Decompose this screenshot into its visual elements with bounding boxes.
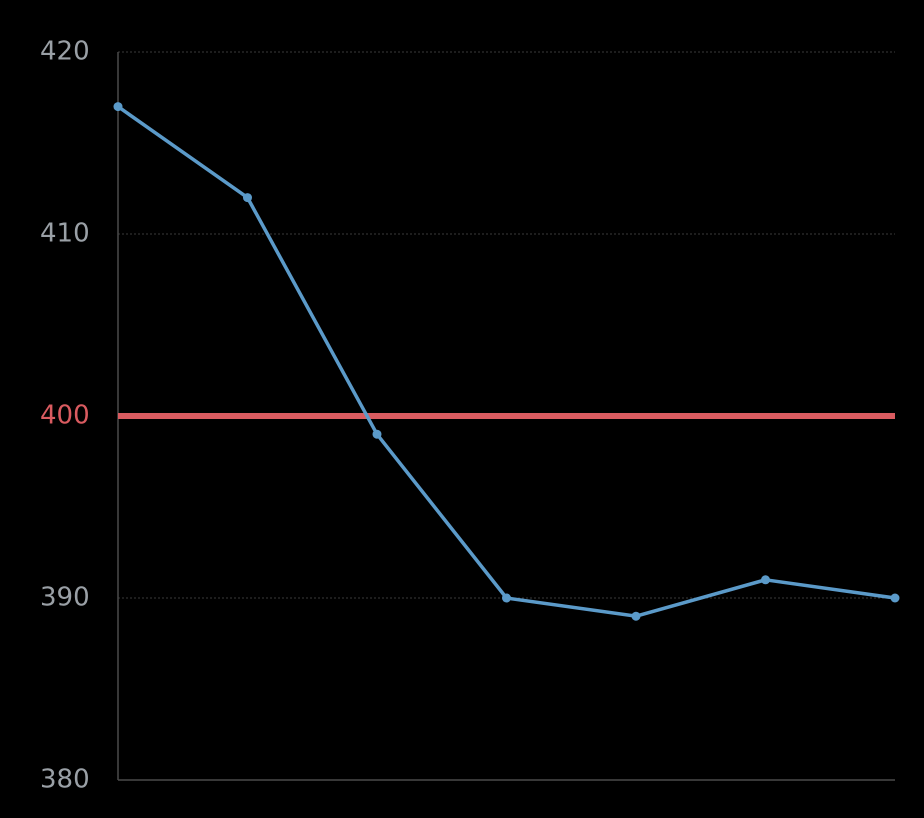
tick-label-layer: 380 390 410 420 400 (40, 37, 90, 795)
series-line-0 (116, 104, 897, 618)
grid-layer (118, 51, 895, 599)
data-point-0-5 (761, 575, 770, 585)
y-tick-label-390: 390 (40, 583, 90, 613)
data-point-0-6 (890, 593, 900, 603)
data-point-0-4 (631, 611, 641, 621)
data-point-0-1 (243, 193, 252, 203)
y-tick-label-380: 380 (40, 765, 90, 795)
data-point-0-2 (372, 429, 382, 439)
series-layer (113, 102, 900, 621)
y-tick-label-420: 420 (40, 37, 90, 67)
reference-line-label: 400 (40, 401, 90, 431)
y-tick-label-410: 410 (40, 219, 90, 249)
data-point-0-3 (502, 593, 511, 603)
data-point-0-0 (113, 102, 123, 112)
